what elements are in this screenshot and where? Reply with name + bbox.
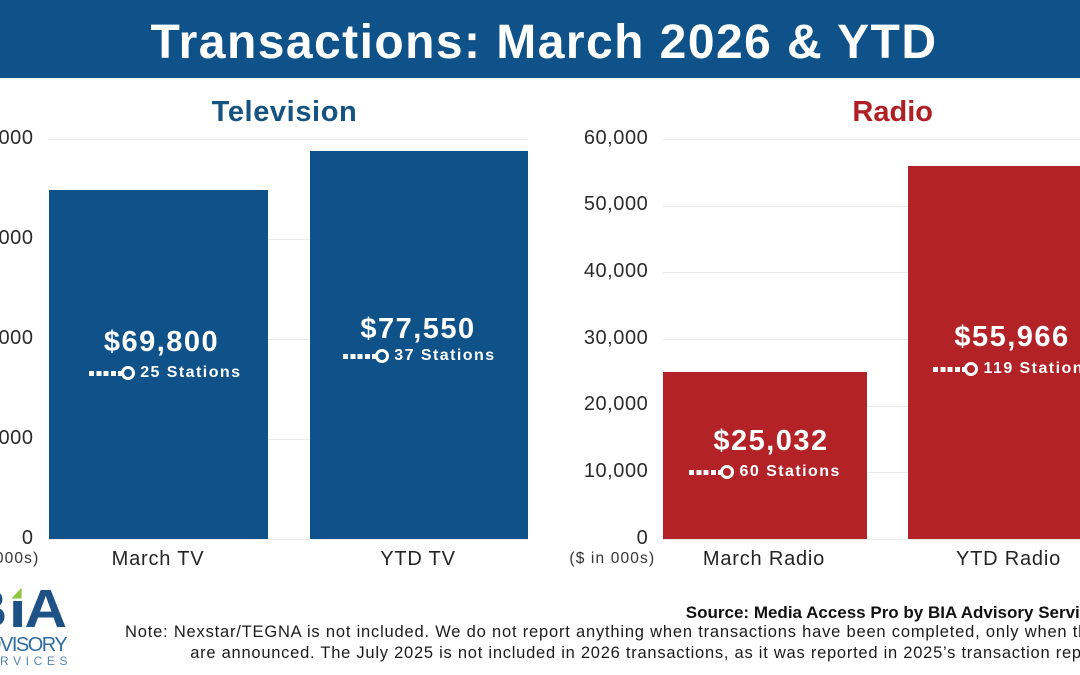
svg-text:SERVICES: SERVICES: [0, 654, 72, 668]
svg-text:B: B: [0, 580, 7, 639]
svg-text:ADVISORY: ADVISORY: [0, 634, 67, 656]
svg-text:A: A: [25, 580, 68, 639]
